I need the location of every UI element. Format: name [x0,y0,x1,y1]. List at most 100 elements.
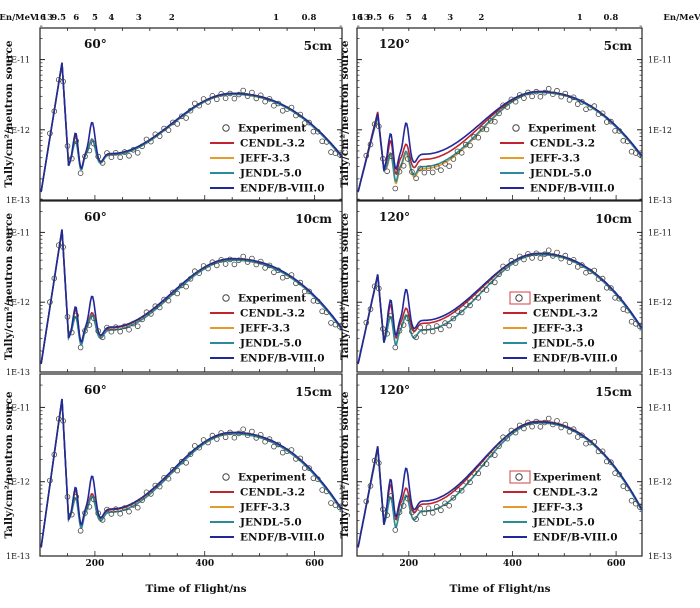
experiment-point [433,164,440,170]
energy-tick-label: 2 [169,13,175,23]
thickness-label: 5cm [604,39,633,53]
experiment-point [314,128,321,135]
experiment-point [425,324,432,331]
legend-label-jeff-3-3: JEFF-3.3 [529,153,580,165]
legend-label-jendl-5-0: JENDL-5.0 [532,338,595,350]
y-tick-label: 1E-13 [648,552,672,561]
experiment-point [375,285,382,292]
experiment-point [603,458,610,465]
legend-experiment-marker [512,124,520,132]
legend: Experiment CENDL-3.2 JEFF-3.3 JENDL-5.0 ENDF… [500,123,615,195]
experiment-point [516,422,523,429]
experiment-point [73,312,79,319]
experiment-point [244,432,251,439]
experiment-point [183,283,189,290]
experiment-point [222,95,229,101]
experiment-point [262,438,268,445]
experiment-point [467,479,473,486]
experiment-point [55,416,62,422]
experiment-point [244,259,251,265]
experiment-point [603,284,610,291]
legend-label-endf-b-viii-0: ENDF/B-VIII.0 [533,353,618,365]
experiment-point [266,436,273,442]
experiment-point [297,111,304,118]
experiment-point [450,494,457,501]
experiment-point [156,304,163,311]
angle-label: 120° [379,383,410,397]
experiment-point [529,255,535,261]
experiment-point [91,496,97,503]
experiment-point [240,426,247,433]
experiment-point [257,258,264,265]
experiment-point [388,312,395,319]
experiment-point [73,138,79,144]
experiment-point [579,262,585,268]
experiment-point [51,451,58,458]
experiment-point [253,95,260,102]
experiment-point [433,504,440,510]
experiment-point [200,437,207,443]
experiment-point [69,511,75,518]
experiment-point [95,153,101,160]
y-tick-label: 1E-11 [648,228,672,237]
experiment-point [545,415,552,422]
experiment-point [288,104,295,111]
experiment-point [512,429,519,436]
y-tick-label: 1E-13 [648,196,672,205]
experiment-point [392,185,399,192]
experiment-point [504,104,511,110]
series-line-endf-b-viii-0 [357,421,642,548]
experiment-point [82,510,88,516]
experiment-point [471,470,477,476]
experiment-point [91,140,97,147]
x-axis-label-left: Time of Flight/ns [145,583,246,595]
experiment-point [566,97,573,103]
y-tick-label: 1E-12 [648,478,672,487]
experiment-point [637,151,642,158]
experiment-point [51,275,58,282]
experiment-point [47,299,53,305]
legend-label-cendl-3-2: CENDL-3.2 [530,138,595,150]
experiment-point [236,91,242,98]
legend-label-endf-b-viii-0: ENDF/B-VIII.0 [240,532,325,544]
energy-tick-label: 16 [34,13,46,23]
experiment-point [323,139,330,145]
experiment-point [521,256,527,263]
experiment-point [262,265,268,271]
experiment-point [458,309,465,316]
experiment-point [550,91,556,97]
angle-label: 60° [84,210,107,224]
experiment-point [139,143,145,150]
experiment-point [554,87,560,94]
experiment-point [487,118,494,124]
experiment-point [371,283,378,290]
y-axis-label: Tally/cm²/neutron source [339,213,351,361]
experiment-point [249,428,255,435]
legend-label-jendl-5-0: JENDL-5.0 [239,338,302,350]
experiment-point [496,271,502,278]
experiment-point [156,133,163,139]
experiment-point [632,320,639,327]
x-tick-label: 600 [305,559,324,569]
experiment-point [148,311,154,317]
thickness-label: 10cm [595,212,632,226]
legend: Experiment CENDL-3.2 JEFF-3.3 JENDL-5.0 ENDF… [503,470,618,544]
experiment-point [620,137,627,144]
chart-panel-6: 1E-11 1E-12 1E-13 Tally/cm²/neutron source 1… [339,371,672,569]
experiment-point [533,250,540,257]
angle-label: 120° [379,37,410,51]
experiment-point [425,505,432,512]
experiment-point [558,93,564,100]
experiment-point [77,527,84,534]
experiment-point [637,504,642,510]
energy-tick-label: 13 [41,13,53,23]
experiment-point [566,259,573,266]
experiment-point [60,78,66,85]
experiment-point [174,290,181,297]
experiment-point [612,294,618,301]
experiment-point [380,506,386,513]
experiment-point [121,505,128,511]
legend-label-jeff-3-3: JEFF-3.3 [532,502,583,514]
experiment-point [240,253,247,260]
experiment-point [496,443,502,449]
